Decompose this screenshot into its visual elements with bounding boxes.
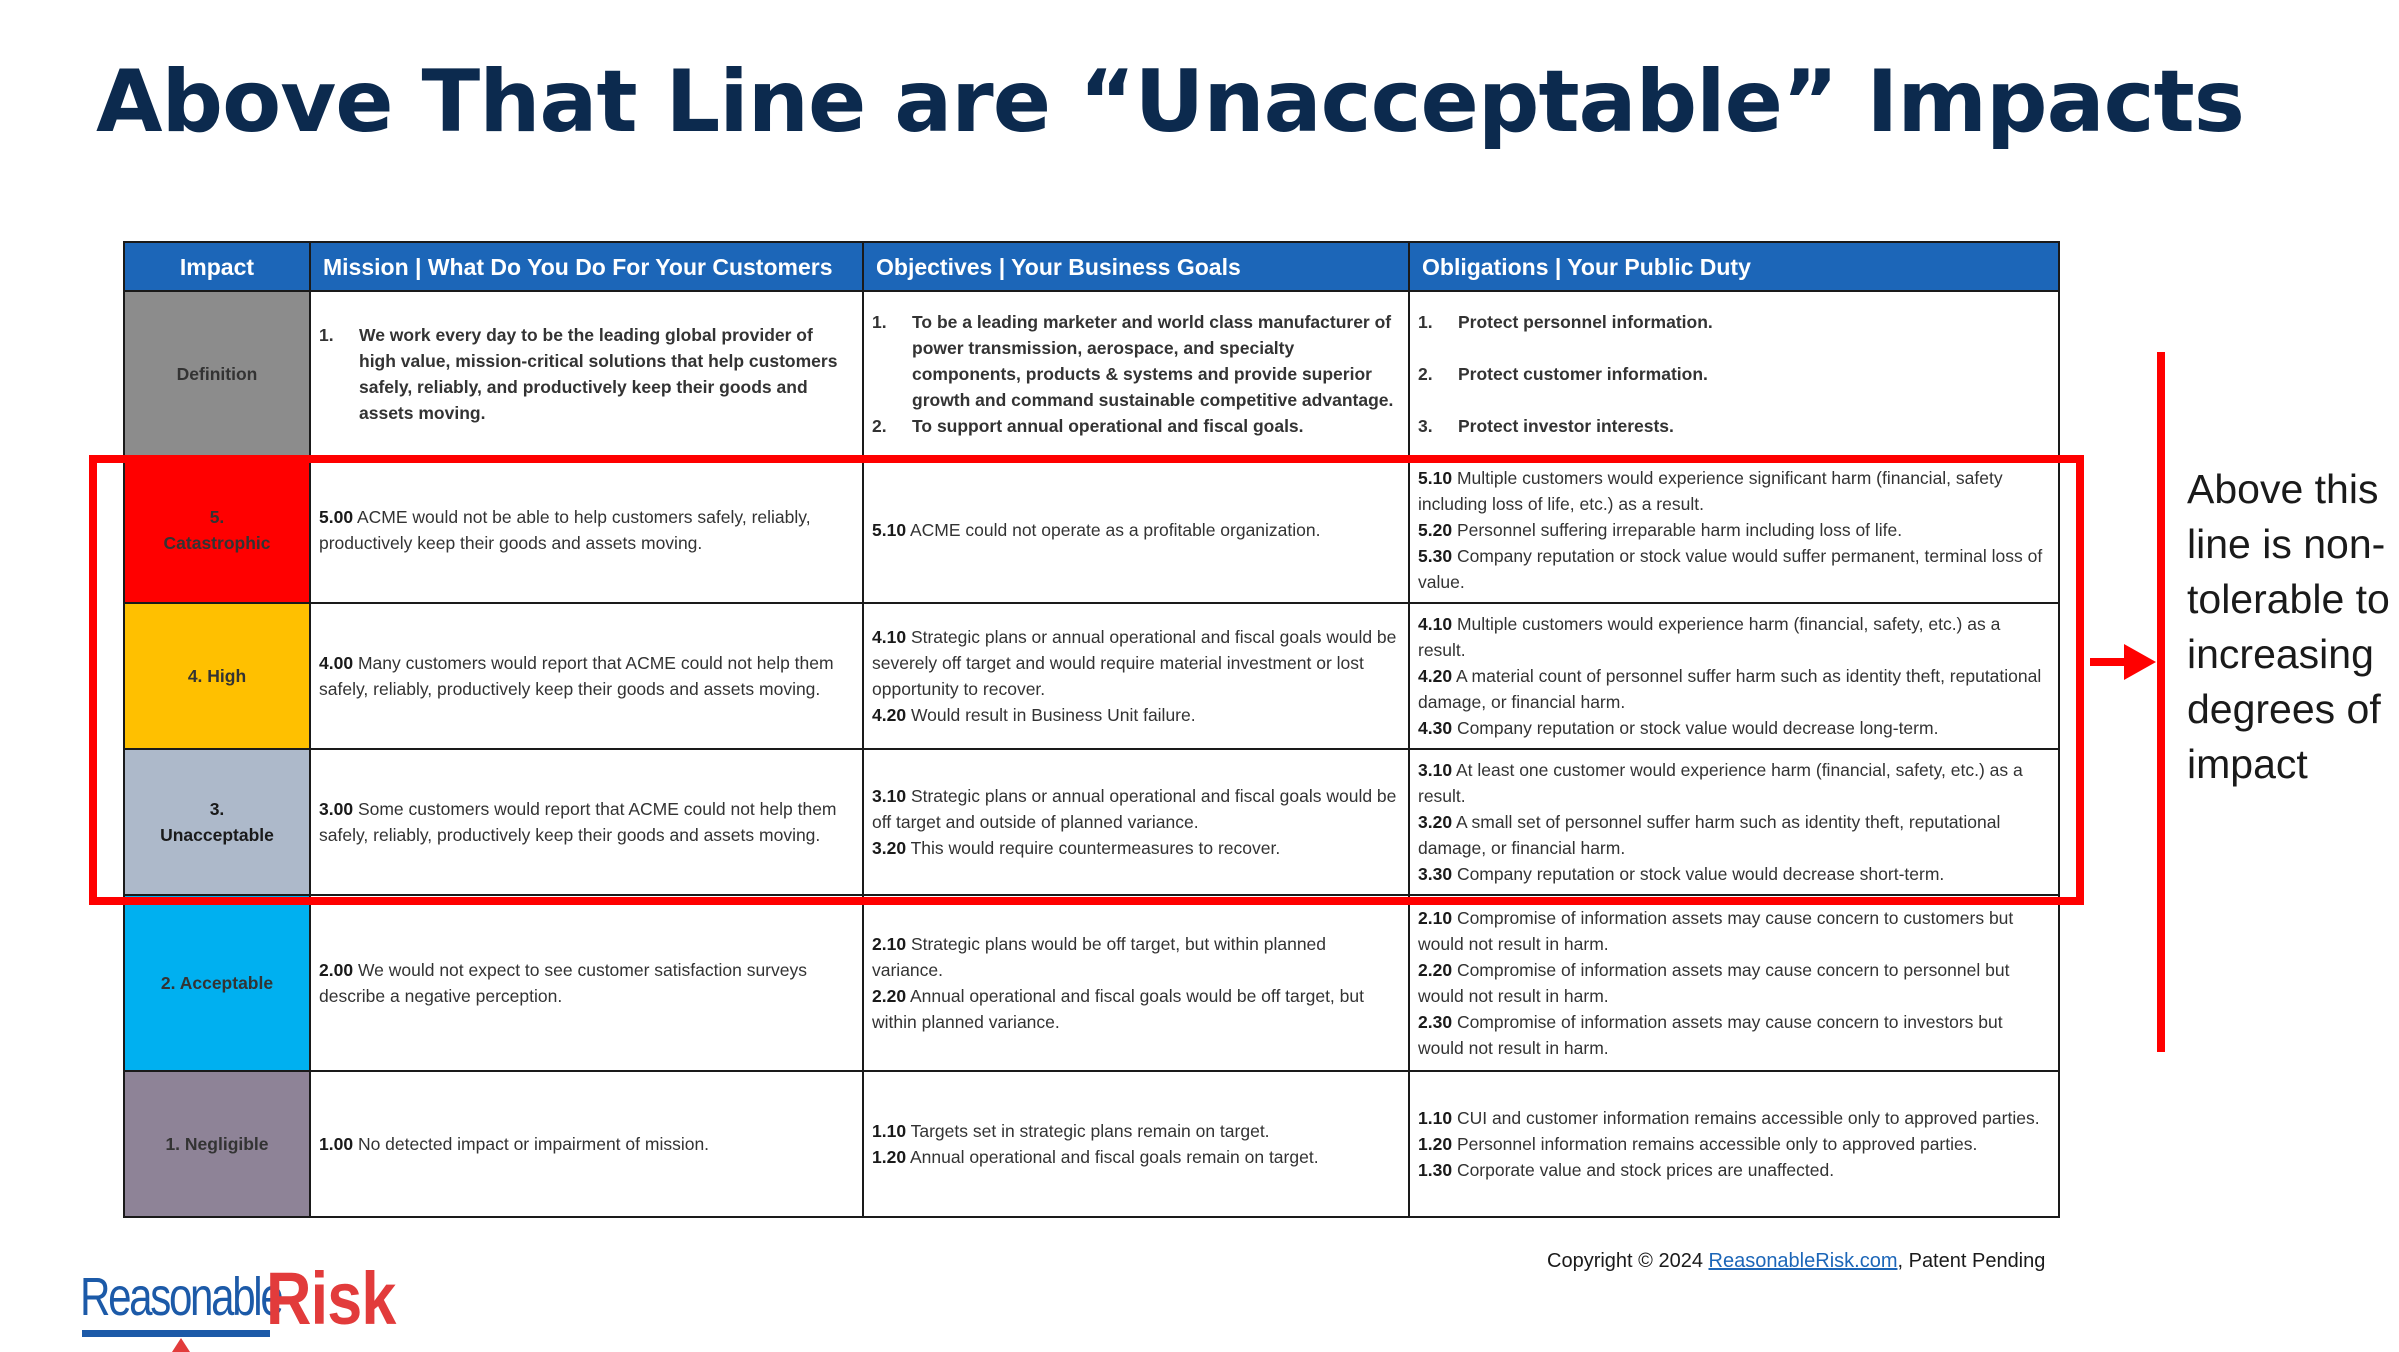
mission-cell: 5.00 ACME would not be able to help cust… [309,456,864,604]
list-item: 1. Protect personnel information. [1418,312,1713,332]
definition-row: Definition 1. We work every day to be the… [123,290,2060,458]
definition-objectives-cell: 1. To be a leading marketer and world cla… [862,290,1410,458]
header-mission: Mission | What Do You Do For Your Custom… [309,241,864,292]
impact-row-high: 4. High 4.00 Many customers would report… [123,602,2060,750]
list-item: 2. Protect customer information. [1418,364,1708,384]
obligations-cell: 1.10 CUI and customer information remain… [1408,1070,2060,1218]
obligations-cell: 3.10 At least one customer would experie… [1408,748,2060,896]
threshold-vertical-line [2157,352,2165,1052]
impact-row-acceptable: 2. Acceptable 2.00 We would not expect t… [123,894,2060,1072]
threshold-annotation: Above this line is non-tolerable to incr… [2187,466,2390,787]
impact-row-catastrophic: 5. Catastrophic 5.00 ACME would not be ab… [123,456,2060,604]
impact-label-unacceptable: 3. Unacceptable [123,748,311,896]
obligations-cell: 2.10 Compromise of information assets ma… [1408,894,2060,1072]
definition-mission-cell: 1. We work every day to be the leading gl… [309,290,864,458]
impact-label-catastrophic: 5. Catastrophic [123,456,311,604]
logo-text-risk: Risk [266,1257,396,1340]
mission-cell: 4.00 Many customers would report that AC… [309,602,864,750]
mission-cell: 2.00 We would not expect to see customer… [309,894,864,1072]
impact-row-negligible: 1. Negligible 1.00 No detected impact or… [123,1070,2060,1218]
mission-cell: 1.00 No detected impact or impairment of… [309,1070,864,1218]
impact-label-negligible: 1. Negligible [123,1070,311,1218]
objectives-cell: 3.10 Strategic plans or annual operation… [862,748,1410,896]
objectives-cell: 2.10 Strategic plans would be off target… [862,894,1410,1072]
header-impact: Impact [123,241,311,292]
objectives-cell: 4.10 Strategic plans or annual operation… [862,602,1410,750]
header-obligations: Obligations | Your Public Duty [1408,241,2060,292]
list-item: 1. We work every day to be the leading gl… [319,325,838,423]
list-item: 3. Protect investor interests. [1418,416,1674,436]
mission-cell: 3.00 Some customers would report that AC… [309,748,864,896]
page-title: Above That Line are “Unacceptable” Impac… [96,52,2245,152]
copyright-link[interactable]: ReasonableRisk.com [1708,1250,1898,1272]
table-header-row: Impact Mission | What Do You Do For Your… [123,241,2060,292]
obligations-cell: 4.10 Multiple customers would experience… [1408,602,2060,750]
logo-underline [82,1330,270,1337]
arrow-head-icon [2124,644,2156,680]
logo-text-reasonable: Reasonable [80,1267,284,1327]
obligations-cell: 5.10 Multiple customers would experience… [1408,456,2060,604]
impact-matrix-table: Impact Mission | What Do You Do For Your… [123,241,2060,1218]
reasonable-risk-logo: Reasonable Risk [80,1257,400,1352]
objectives-cell: 5.10 ACME could not operate as a profita… [862,456,1410,604]
objectives-cell: 1.10 Targets set in strategic plans rema… [862,1070,1410,1218]
list-item: 2. To support annual operational and fisc… [872,416,1304,436]
logo-triangle-icon [172,1338,190,1352]
list-item: 1. To be a leading marketer and world cla… [872,312,1394,410]
impact-label-high: 4. High [123,602,311,750]
header-objectives: Objectives | Your Business Goals [862,241,1410,292]
impact-row-unacceptable: 3. Unacceptable 3.00 Some customers would… [123,748,2060,896]
copyright-notice: Copyright © 2024 ReasonableRisk.com, Pat… [1547,1250,2046,1272]
impact-label-definition: Definition [123,290,311,458]
arrow-right-icon [2090,658,2128,666]
definition-obligations-cell: 1. Protect personnel information. 2. Prote… [1408,290,2060,458]
impact-label-acceptable: 2. Acceptable [123,894,311,1072]
